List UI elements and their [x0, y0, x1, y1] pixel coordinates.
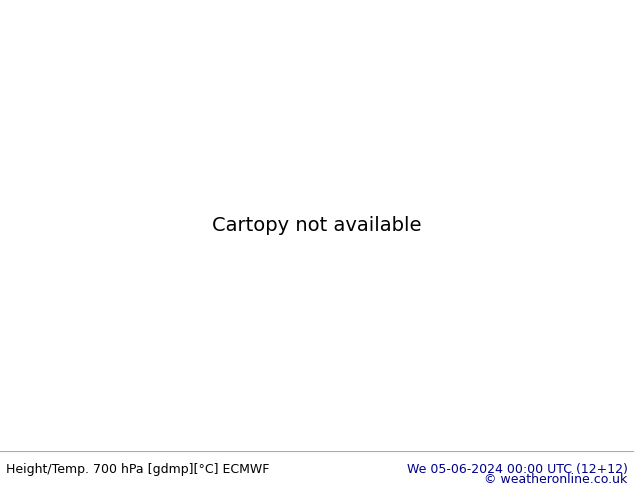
- Text: Cartopy not available: Cartopy not available: [212, 216, 422, 235]
- Text: © weatheronline.co.uk: © weatheronline.co.uk: [484, 473, 628, 486]
- Text: Height/Temp. 700 hPa [gdmp][°C] ECMWF: Height/Temp. 700 hPa [gdmp][°C] ECMWF: [6, 463, 269, 476]
- Text: We 05-06-2024 00:00 UTC (12+12): We 05-06-2024 00:00 UTC (12+12): [407, 463, 628, 476]
